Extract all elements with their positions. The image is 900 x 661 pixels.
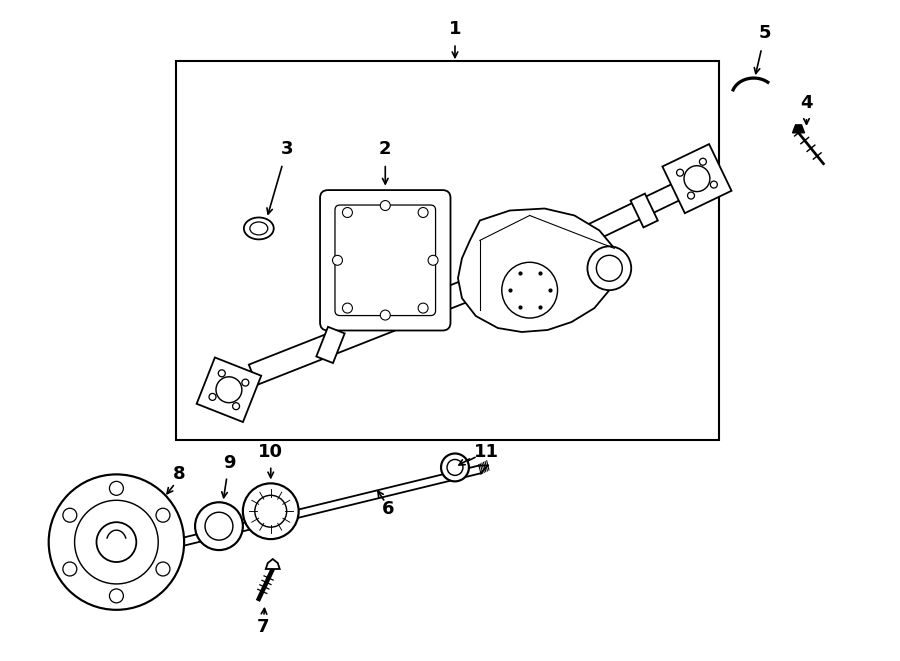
Circle shape xyxy=(209,393,216,401)
Polygon shape xyxy=(631,194,658,227)
Text: 9: 9 xyxy=(222,455,235,473)
Circle shape xyxy=(219,369,225,377)
Circle shape xyxy=(688,192,695,199)
Circle shape xyxy=(710,181,717,188)
Circle shape xyxy=(441,453,469,481)
Circle shape xyxy=(428,255,438,265)
Ellipse shape xyxy=(244,217,274,239)
Circle shape xyxy=(110,589,123,603)
FancyBboxPatch shape xyxy=(320,190,451,330)
Text: 3: 3 xyxy=(281,139,292,158)
Circle shape xyxy=(343,303,353,313)
Polygon shape xyxy=(458,208,617,332)
Circle shape xyxy=(418,208,428,217)
Circle shape xyxy=(684,166,710,192)
Circle shape xyxy=(156,508,170,522)
Circle shape xyxy=(232,403,239,410)
Polygon shape xyxy=(316,327,345,363)
Polygon shape xyxy=(248,272,492,385)
Circle shape xyxy=(588,247,631,290)
Circle shape xyxy=(63,562,76,576)
Text: 6: 6 xyxy=(382,500,394,518)
Polygon shape xyxy=(662,144,732,214)
Circle shape xyxy=(195,502,243,550)
Polygon shape xyxy=(196,358,261,422)
Circle shape xyxy=(242,379,249,386)
Text: 10: 10 xyxy=(258,444,284,461)
Circle shape xyxy=(216,377,242,403)
Circle shape xyxy=(156,562,170,576)
Circle shape xyxy=(63,508,76,522)
Bar xyxy=(176,61,719,440)
Circle shape xyxy=(243,483,299,539)
Text: 4: 4 xyxy=(800,94,813,112)
Circle shape xyxy=(343,208,353,217)
Circle shape xyxy=(381,310,391,320)
Text: 8: 8 xyxy=(173,465,185,483)
Circle shape xyxy=(699,158,707,165)
Circle shape xyxy=(49,475,184,610)
Circle shape xyxy=(110,481,123,495)
Text: 5: 5 xyxy=(759,24,771,42)
Polygon shape xyxy=(526,182,683,270)
Text: 2: 2 xyxy=(379,139,392,158)
Text: 1: 1 xyxy=(449,20,461,38)
Circle shape xyxy=(332,255,343,265)
Circle shape xyxy=(381,200,391,210)
Text: 7: 7 xyxy=(256,618,269,636)
Text: 11: 11 xyxy=(474,444,500,461)
Circle shape xyxy=(96,522,136,562)
Circle shape xyxy=(677,169,683,176)
Polygon shape xyxy=(266,559,280,569)
Polygon shape xyxy=(793,125,805,133)
Circle shape xyxy=(418,303,428,313)
